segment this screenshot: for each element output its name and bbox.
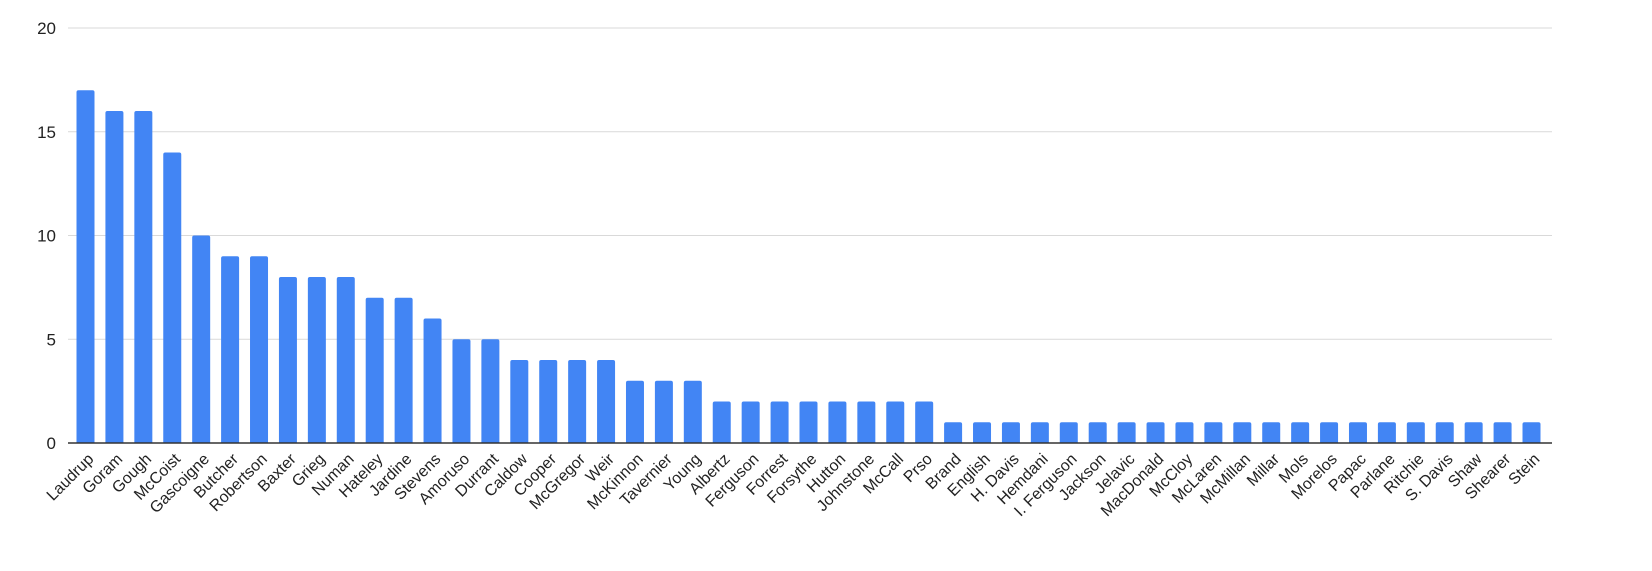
bar — [1435, 422, 1454, 443]
gridlines — [68, 27, 1552, 340]
bar — [76, 90, 95, 443]
bar — [1493, 422, 1512, 443]
bar — [134, 111, 153, 443]
bars — [76, 90, 1541, 443]
bar — [1320, 422, 1339, 443]
bar — [683, 380, 702, 443]
bar — [973, 422, 992, 443]
y-tick-label: 5 — [47, 330, 56, 349]
bar — [452, 339, 471, 443]
bar — [1117, 422, 1136, 443]
x-category-label: Stein — [1506, 451, 1544, 489]
bar — [857, 401, 876, 443]
bar — [1233, 422, 1252, 443]
x-axis-category-labels: LaudrupGoramGoughMcCoistGascoigneButcher… — [44, 450, 1544, 520]
bar — [1030, 422, 1049, 443]
bar — [625, 380, 644, 443]
bar — [654, 380, 673, 443]
bar — [510, 360, 529, 443]
bar — [944, 422, 963, 443]
y-tick-label: 15 — [37, 123, 56, 142]
bar — [886, 401, 905, 443]
bar — [1522, 422, 1541, 443]
bar — [221, 256, 240, 443]
bar — [1464, 422, 1483, 443]
x-category-label: Millar — [1244, 450, 1284, 490]
bar — [915, 401, 934, 443]
bar — [1059, 422, 1078, 443]
y-axis-tick-labels: 0 5 10 15 20 — [37, 19, 56, 453]
bar — [1088, 422, 1107, 443]
bar — [770, 401, 789, 443]
bar — [481, 339, 500, 443]
bar — [568, 360, 587, 443]
bar — [192, 235, 211, 443]
bar — [712, 401, 731, 443]
bar — [1204, 422, 1223, 443]
bar — [1291, 422, 1310, 443]
bar — [741, 401, 760, 443]
bar — [1406, 422, 1425, 443]
bar — [423, 318, 442, 443]
bar — [828, 401, 847, 443]
bar — [1001, 422, 1020, 443]
bar — [336, 277, 355, 443]
bar — [597, 360, 616, 443]
bar — [539, 360, 558, 443]
y-tick-label: 20 — [37, 19, 56, 38]
bar — [1377, 422, 1396, 443]
bar — [1262, 422, 1281, 443]
bar — [163, 152, 182, 443]
bar — [1175, 422, 1194, 443]
bar — [105, 111, 124, 443]
bar — [365, 297, 384, 443]
bar — [250, 256, 269, 443]
bar — [278, 277, 297, 443]
bar — [1146, 422, 1165, 443]
bar — [307, 277, 326, 443]
bar — [799, 401, 818, 443]
bar — [1348, 422, 1367, 443]
y-tick-label: 0 — [47, 434, 56, 453]
y-tick-label: 10 — [37, 227, 56, 246]
bar — [394, 297, 413, 443]
